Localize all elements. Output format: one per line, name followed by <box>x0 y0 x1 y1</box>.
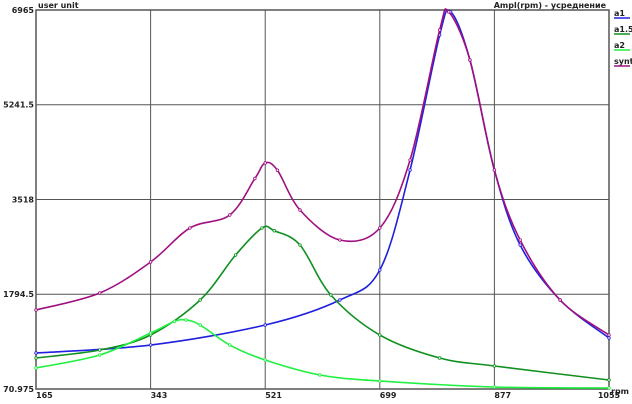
data-point-a1 <box>338 298 342 302</box>
data-point-synt <box>446 10 451 14</box>
x-tick-label: 521 <box>265 391 282 400</box>
data-point-a1 <box>607 336 611 340</box>
data-point-synt <box>253 176 257 181</box>
y-tick-label: 6965 <box>12 6 35 15</box>
data-point-a2 <box>607 386 611 390</box>
series-line-a2 <box>35 318 610 389</box>
legend-label: synt <box>614 57 632 66</box>
data-point-a1 <box>263 323 267 327</box>
data-point-a2 <box>198 323 202 327</box>
data-point-a2 <box>148 331 153 335</box>
data-point-synt <box>148 260 153 264</box>
data-point-synt <box>275 168 280 172</box>
x-tick-label: 877 <box>494 391 511 400</box>
y-tick-label: 3518 <box>12 195 35 204</box>
data-point-a1.5 <box>34 356 38 360</box>
data-point-a1 <box>518 243 522 247</box>
data-point-a1.5 <box>378 333 382 337</box>
y-tick-label: 1794.5 <box>3 290 34 299</box>
data-point-a2 <box>378 379 382 383</box>
data-point-a1.5 <box>260 226 264 230</box>
x-tick-label: 165 <box>36 391 53 400</box>
data-point-synt <box>228 213 232 217</box>
data-point-synt <box>298 208 302 212</box>
y-tick-label: 70.975 <box>3 385 34 394</box>
series-line-a1 <box>35 9 610 354</box>
data-point-a1.5 <box>233 253 238 257</box>
data-point-synt <box>378 226 382 230</box>
legend-label: a2 <box>614 41 625 50</box>
data-point-a1 <box>34 351 38 355</box>
data-point-synt <box>408 158 412 162</box>
grid <box>35 9 610 390</box>
chart-title: Ampl(rpm) - усреднение <box>494 1 607 10</box>
data-point-a2 <box>172 319 177 324</box>
data-point-a1.5 <box>198 298 202 302</box>
x-tick-label: 343 <box>151 391 168 400</box>
x-tick-label: 1055 <box>598 391 621 400</box>
data-point-a1.5 <box>272 229 276 233</box>
tick-labels: 165 343 521 699 877 1055 70.975 1794.5 3518 5241.… <box>3 6 620 400</box>
series-group <box>34 8 611 390</box>
data-point-a1.5 <box>437 356 442 360</box>
data-point-a2 <box>228 343 232 347</box>
data-point-a1 <box>408 168 412 172</box>
data-point-a1.5 <box>98 348 102 352</box>
data-point-synt <box>558 298 562 302</box>
data-point-a2 <box>492 385 497 389</box>
data-point-a1.5 <box>329 293 333 297</box>
data-point-a1.5 <box>607 378 611 382</box>
data-point-a2 <box>318 373 322 377</box>
data-point-synt <box>188 226 192 230</box>
data-point-synt <box>98 291 102 295</box>
data-point-a2 <box>184 318 188 322</box>
data-point-synt <box>468 58 472 62</box>
x-axis-label: rpm <box>611 387 629 396</box>
data-point-synt <box>492 168 497 172</box>
data-point-a2 <box>34 366 38 370</box>
legend: a1 a1.5 a2 synt <box>614 9 632 67</box>
y-tick-label: 5241.5 <box>3 101 34 110</box>
data-point-synt <box>437 28 442 32</box>
legend-label: a1 <box>614 9 625 18</box>
data-point-synt <box>34 308 38 312</box>
data-point-synt <box>263 161 267 165</box>
data-point-a1 <box>378 268 382 272</box>
data-point-synt <box>338 238 342 242</box>
data-point-a1.5 <box>492 364 497 368</box>
data-point-a2 <box>98 353 102 357</box>
legend-label: a1.5 <box>614 25 632 34</box>
series-line-synt <box>35 8 610 336</box>
data-point-a1.5 <box>298 243 302 247</box>
x-tick-label: 699 <box>380 391 397 400</box>
data-point-synt <box>607 333 611 337</box>
plot-frame <box>35 9 610 390</box>
data-point-a2 <box>263 358 267 362</box>
data-point-synt <box>518 238 522 242</box>
data-point-a1 <box>148 343 153 347</box>
y-axis-label: user unit <box>38 1 79 10</box>
